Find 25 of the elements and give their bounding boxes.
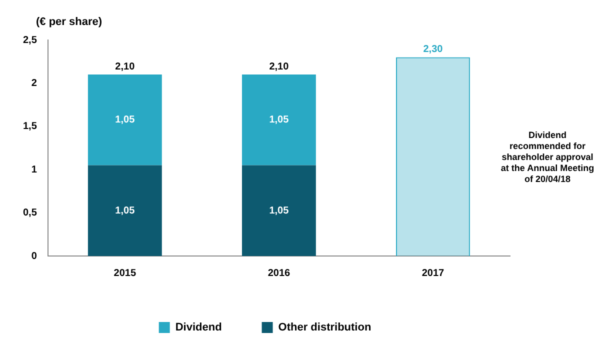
total-label: 2,10	[269, 61, 290, 72]
bar	[242, 74, 316, 166]
bar	[88, 165, 162, 256]
y-tick-label: 2	[31, 78, 38, 89]
x-tick-label: 2016	[268, 268, 291, 279]
y-tick-label: 2,5	[22, 34, 38, 46]
x-tick-label: 2017	[422, 268, 445, 279]
data-label: 1,05	[115, 114, 136, 126]
data-label: 1,05	[269, 205, 290, 216]
y-axis-title: (€ per share)	[36, 16, 102, 28]
x-tick-label: 2015	[114, 268, 136, 279]
y-tick-label: 1	[31, 164, 38, 176]
legend-label: Dividend	[175, 322, 222, 334]
bar	[242, 165, 316, 256]
bar	[88, 74, 162, 166]
y-tick-label: 0,5	[22, 208, 38, 219]
annotation: Dividend recommended for shareholder approval at the Annual Meeting of 20/04/18	[500, 130, 595, 185]
legend-label: Other distribution	[278, 322, 372, 334]
bar	[396, 57, 470, 256]
y-tick-label: 0	[31, 250, 38, 262]
data-label: 1,05	[115, 205, 136, 216]
y-tick-label: 1,5	[22, 121, 38, 132]
total-label: 2,30	[423, 44, 444, 56]
total-label: 2,10	[115, 61, 136, 72]
data-label: 1,05	[269, 114, 290, 126]
